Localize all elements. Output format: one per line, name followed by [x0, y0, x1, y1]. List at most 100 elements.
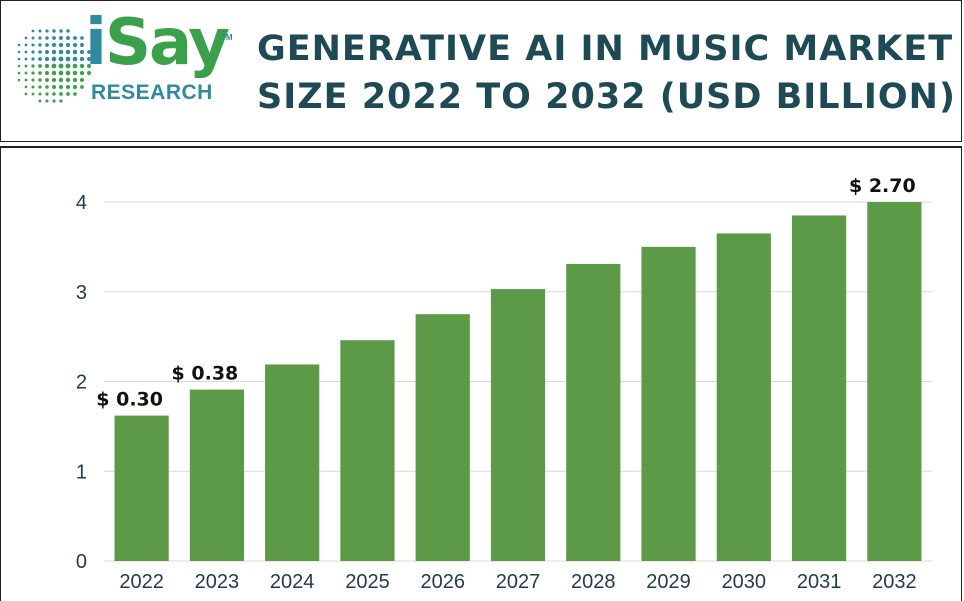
logo-dot — [38, 78, 42, 82]
bar-chart: 0 1 2 3 4 2022 $ 0.30 2023 $ 0.38 2024 2025 2026 202… — [76, 175, 932, 593]
logo-dot — [51, 49, 57, 55]
logo-dot — [72, 77, 78, 83]
isay-research-logo: iSay TM RESEARCH — [9, 11, 239, 111]
logo-dot — [17, 71, 21, 75]
chart-title: GENERATIVE AI IN MUSIC MARKET SIZE 2022 … — [257, 29, 956, 117]
logo-dot — [73, 92, 77, 96]
logo-dot — [38, 71, 42, 75]
logo-dot — [87, 57, 91, 61]
logo-dot — [51, 56, 57, 62]
logo-dot — [24, 43, 28, 47]
logo-dot — [65, 56, 71, 62]
logo-dot — [38, 92, 42, 96]
logo-dot — [52, 92, 56, 96]
logo-dot — [65, 63, 71, 69]
logo-dot — [24, 71, 28, 75]
logo-dot — [58, 56, 64, 62]
logo-dot — [51, 63, 57, 69]
logo-dot — [17, 57, 21, 61]
logo-dot — [72, 70, 78, 76]
y-tick-label: 0 — [76, 551, 87, 573]
logo-dot — [31, 64, 35, 68]
x-tick-label: 2029 — [646, 571, 691, 593]
logo-dot — [65, 42, 71, 48]
logo-dot — [45, 85, 49, 89]
logo-dot — [44, 56, 50, 62]
logo-dot — [24, 92, 28, 96]
logo-dot — [79, 56, 85, 62]
x-tick-label: 2028 — [571, 571, 616, 593]
logo-dot — [66, 36, 70, 40]
x-tick-label: 2026 — [420, 571, 465, 593]
bar — [716, 233, 771, 561]
bar — [867, 202, 922, 561]
logo-dot — [58, 49, 64, 55]
logo-word-say: Say — [104, 6, 230, 80]
logo-dot — [31, 43, 35, 47]
x-tick-label: 2032 — [872, 571, 917, 593]
logo-dot — [66, 92, 70, 96]
logo-dot — [44, 70, 50, 76]
logo-dot — [24, 57, 28, 61]
logo-dot — [58, 77, 64, 83]
logo-dot — [80, 85, 84, 89]
logo-dot — [65, 49, 71, 55]
logo-dot — [52, 36, 56, 40]
bar — [791, 215, 847, 561]
logo-dot — [45, 43, 49, 47]
logo-dot — [65, 84, 71, 90]
logo-dot — [38, 64, 42, 68]
data-label: $ 0.30 — [96, 389, 163, 411]
logo-dot — [38, 43, 42, 47]
logo-dot — [52, 85, 56, 89]
bar — [265, 364, 320, 561]
data-label: $ 2.70 — [849, 175, 916, 197]
logo-dot — [24, 36, 28, 40]
bar — [490, 289, 546, 561]
logo-word-i: i — [85, 6, 107, 80]
logo-dot — [31, 71, 35, 75]
logo-dot — [79, 77, 85, 83]
logo-dot-globe-icon — [17, 29, 91, 103]
logo-dot — [38, 57, 42, 61]
logo-dot — [38, 50, 42, 54]
logo-dot — [31, 85, 35, 89]
bar — [415, 314, 470, 561]
logo-dot — [73, 85, 77, 89]
logo-dot — [31, 57, 35, 61]
x-tick-label: 2024 — [270, 571, 315, 593]
logo-dot — [72, 63, 78, 69]
logo-dot — [58, 84, 64, 90]
logo-dot — [59, 92, 63, 96]
logo-dot — [38, 85, 42, 89]
logo-dot — [65, 70, 71, 76]
logo-dot — [79, 63, 85, 69]
logo-dot — [31, 29, 35, 33]
logo-dot — [58, 63, 64, 69]
bar — [566, 263, 621, 561]
logo-dot — [17, 78, 21, 82]
logo-dot — [59, 29, 63, 33]
logo-dot — [52, 29, 56, 33]
logo-dot — [31, 36, 35, 40]
logo-dot — [31, 50, 35, 54]
logo-dot — [80, 43, 84, 47]
x-tick-label: 2030 — [722, 571, 767, 593]
logo-dot — [44, 49, 50, 55]
x-tick-label: 2022 — [119, 571, 164, 593]
logo-dot — [45, 99, 49, 103]
logo-dot — [17, 50, 21, 54]
chart-area: 0 1 2 3 4 2022 $ 0.30 2023 $ 0.38 2024 2025 2026 202… — [0, 146, 962, 601]
logo-dot — [38, 29, 42, 33]
x-tick-label: 2027 — [496, 571, 541, 593]
logo-dot — [45, 92, 49, 96]
logo-dot — [38, 36, 42, 40]
logo-dot — [87, 71, 91, 75]
logo-dot — [24, 85, 28, 89]
logo-dot — [80, 36, 84, 40]
logo-dot — [17, 64, 21, 68]
y-tick-label: 1 — [76, 461, 87, 483]
bar — [114, 415, 169, 561]
logo-dot — [51, 77, 57, 83]
header: iSay TM RESEARCH GENERATIVE AI IN MUSIC … — [0, 0, 962, 142]
